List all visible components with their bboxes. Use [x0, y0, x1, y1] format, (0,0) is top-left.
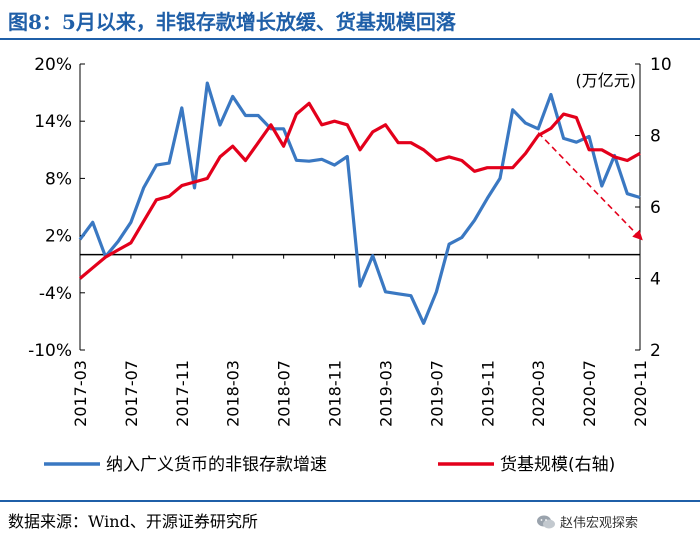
x-tick-label: 2017-11	[173, 360, 192, 427]
x-tick-label: 2020-11	[631, 360, 650, 427]
right-tick-label: 4	[650, 270, 661, 290]
left-tick-label: 2%	[45, 227, 72, 247]
right-tick-label: 10	[650, 55, 672, 75]
series-line-nonbank-deposit	[78, 81, 641, 325]
legend-label-blue: 纳入广义货币的非银存款增速	[106, 455, 327, 475]
x-tick-label: 2017-07	[122, 360, 141, 427]
x-tick-label: 2018-03	[224, 360, 243, 427]
title-rule	[0, 38, 700, 40]
x-tick-label: 2019-11	[478, 360, 497, 427]
unit-label: (万亿元)	[576, 71, 637, 90]
source-note: 数据来源：Wind、开源证券研究所	[8, 512, 258, 531]
left-tick-label: 20%	[34, 55, 72, 75]
legend-label-red: 货基规模(右轴)	[500, 455, 615, 475]
figure-title: 图8：5月以来，非银存款增长放缓、货基规模回落	[8, 10, 456, 34]
left-tick-label: -4%	[39, 284, 72, 304]
x-tick-label: 2019-03	[376, 360, 395, 427]
chart: -10% -4% 2% 8% 14% 20% 2 4 6 8 10 (万亿元) 2017-03 2017-…	[28, 55, 672, 475]
left-tick-label: -10%	[28, 341, 72, 361]
footer-rule	[0, 500, 700, 502]
brand-badge[interactable]: 赵伟宏观探索	[536, 512, 638, 531]
trend-arrow	[537, 132, 643, 241]
right-tick-label: 6	[650, 198, 661, 218]
series-line-mmf	[78, 101, 641, 280]
brand-name: 赵伟宏观探索	[560, 516, 639, 531]
left-tick-label: 14%	[34, 112, 72, 132]
x-tick-label: 2019-07	[427, 360, 446, 427]
x-tick-label: 2020-03	[529, 360, 548, 427]
right-tick-label: 8	[650, 127, 661, 147]
wechat-icon	[537, 515, 555, 528]
x-tick-label: 2018-07	[275, 360, 294, 427]
left-tick-label: 8%	[45, 169, 72, 189]
x-tick-label: 2017-03	[71, 360, 90, 427]
right-tick-label: 2	[650, 341, 661, 361]
x-tick-label: 2020-07	[580, 360, 599, 427]
x-tick-label: 2018-11	[326, 360, 345, 427]
